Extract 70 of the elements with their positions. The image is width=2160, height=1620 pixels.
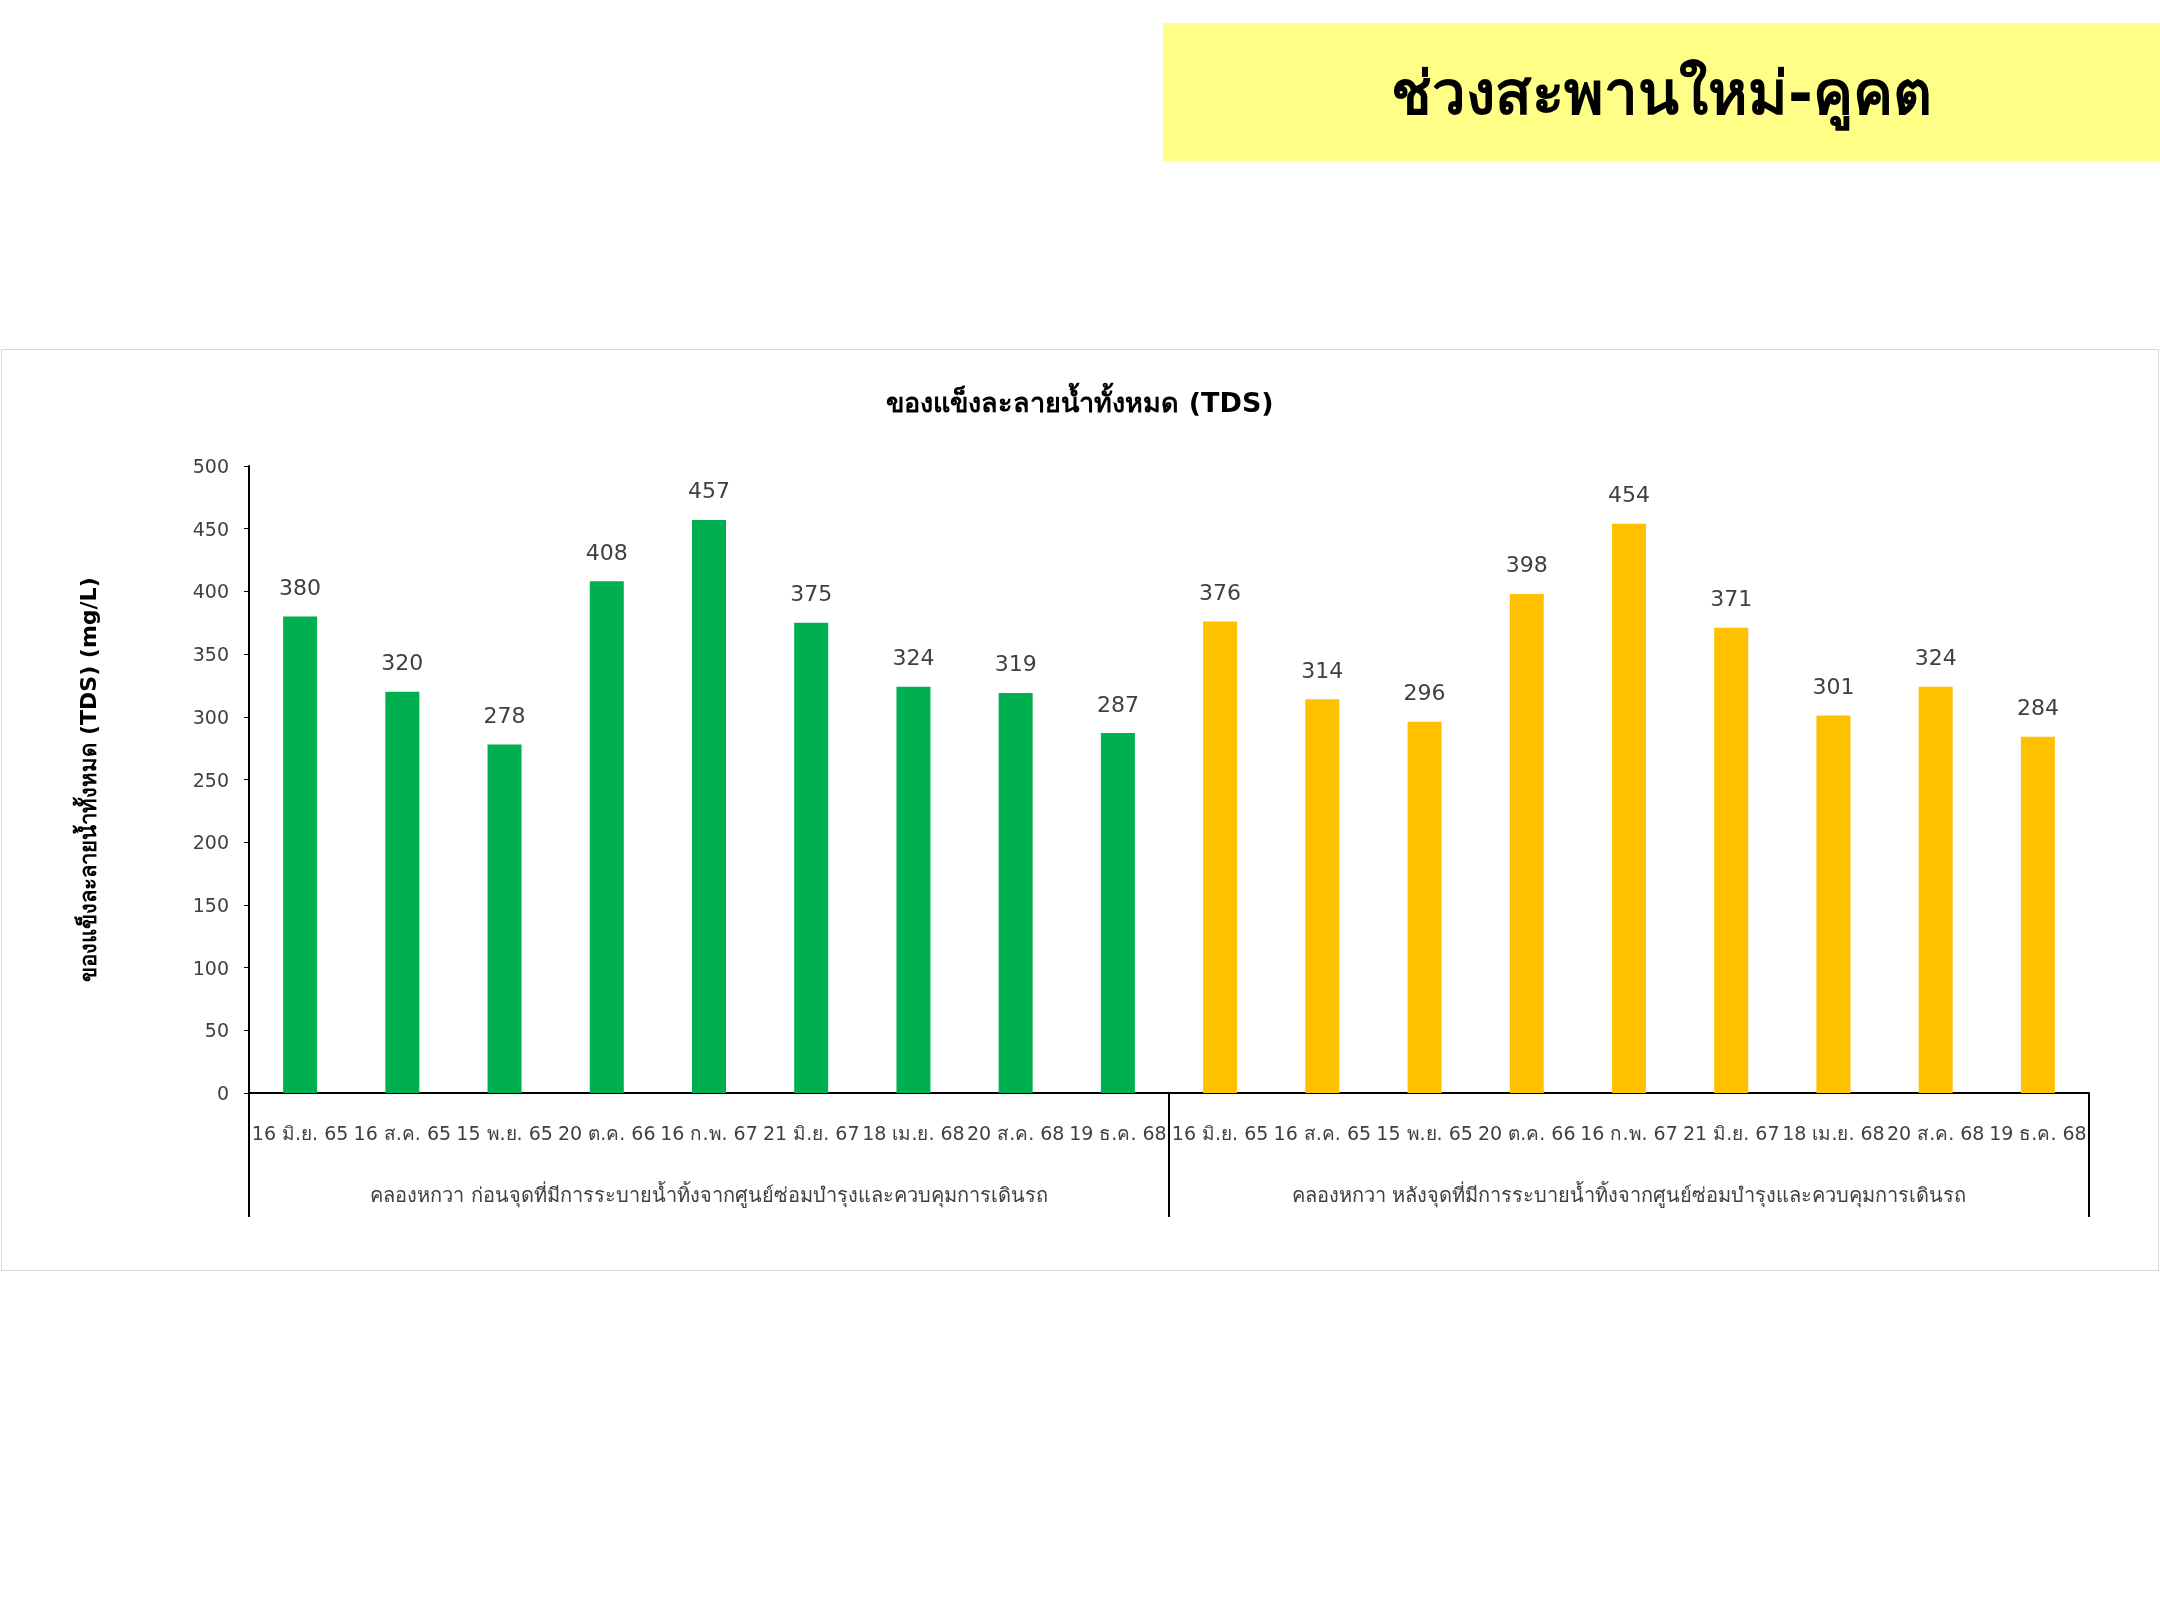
y-tick-label: 100 <box>192 956 229 979</box>
text: คลองหกวา หลังจุดที่มีการระบายน้ำทิ้งจากศูนย์ซ่อมบำรุงและควบคุมการเดินรถ <box>1291 1181 1967 1208</box>
y-tick-label: 350 <box>192 643 229 666</box>
chart-subtitle: ของแข็งละลายน้ำทั้งหมด (TDS) <box>886 382 1274 418</box>
y-tick-label: 450 <box>192 517 229 540</box>
chart-title: ช่วงสะพานใหม่-คูคต <box>1163 23 2160 161</box>
bar <box>794 622 829 1093</box>
y-tick-label: 400 <box>192 580 229 603</box>
x-tick-label: 15 พ.ย. 65 <box>456 1121 553 1144</box>
y-tick-label: 0 <box>216 1082 229 1104</box>
data-label: 454 <box>1608 482 1650 508</box>
bar <box>1100 733 1135 1093</box>
bar <box>896 686 931 1093</box>
bar <box>692 519 726 1093</box>
bar <box>385 691 420 1093</box>
data-label: 398 <box>1505 552 1548 578</box>
x-tick-label: 16 ก.พ. 67 <box>1580 1121 1678 1144</box>
bar <box>1918 686 1953 1093</box>
bar <box>1816 715 1851 1093</box>
data-label: 380 <box>279 574 322 600</box>
text: คลองหกวา ก่อนจุดที่มีการระบายน้ำทิ้งจากศูนย์ซ่อมบำรุงและควบคุมการเดินรถ <box>370 1181 1048 1208</box>
bar <box>1203 621 1238 1093</box>
y-tick-label: 500 <box>192 455 229 477</box>
data-label: 301 <box>1812 674 1855 700</box>
x-tick-label: 19 ธ.ค. 68 <box>1069 1121 1167 1144</box>
x-tick-label: 20 ส.ค. 68 <box>1886 1121 1985 1144</box>
bar <box>1714 627 1749 1093</box>
data-label: 371 <box>1710 586 1753 612</box>
x-tick-label: 20 ส.ค. 68 <box>966 1121 1065 1144</box>
bar <box>998 692 1033 1093</box>
data-label: 324 <box>1914 645 1957 671</box>
data-label: 320 <box>381 650 424 676</box>
x-tick-label: 18 เม.ย. 68 <box>1782 1121 1885 1144</box>
x-tick-label: 20 ต.ค. 66 <box>1478 1121 1576 1144</box>
y-axis-title: ของแข็งละลายน้ำทั้งหมด (TDS) (mg/L) <box>71 577 101 982</box>
bar <box>1612 523 1646 1093</box>
x-tick-label: 16 ก.พ. 67 <box>660 1121 758 1144</box>
bar <box>1407 721 1442 1093</box>
x-tick-label: 21 มิ.ย. 67 <box>1682 1121 1780 1144</box>
bar <box>1305 699 1340 1093</box>
x-tick-label: 19 ธ.ค. 68 <box>1989 1121 2087 1144</box>
data-label: 408 <box>585 539 628 565</box>
y-tick-label: 300 <box>192 705 229 728</box>
data-label: 284 <box>2016 695 2059 721</box>
x-tick-label: 16 มิ.ย. 65 <box>251 1121 349 1144</box>
data-label: 375 <box>790 581 833 607</box>
x-tick-label: 21 มิ.ย. 67 <box>762 1121 860 1144</box>
data-label: 319 <box>994 651 1037 677</box>
bar <box>1509 593 1544 1093</box>
y-tick-label: 250 <box>192 768 229 791</box>
data-label: 278 <box>483 702 526 728</box>
data-label: 287 <box>1096 691 1139 717</box>
bar <box>2020 736 2055 1093</box>
x-tick-label: 16 ส.ค. 65 <box>353 1121 452 1144</box>
bar <box>589 581 624 1093</box>
x-tick-label: 20 ต.ค. 66 <box>558 1121 656 1144</box>
y-tick-label: 200 <box>192 831 229 854</box>
x-tick-label: 18 เม.ย. 68 <box>862 1121 965 1144</box>
data-label: 457 <box>688 478 730 504</box>
data-label: 324 <box>892 645 935 671</box>
bar <box>283 616 318 1093</box>
bar <box>487 744 522 1093</box>
y-tick-label: 150 <box>192 893 229 916</box>
data-label: 296 <box>1403 680 1446 706</box>
x-tick-label: 15 พ.ย. 65 <box>1376 1121 1473 1144</box>
y-tick-label: 50 <box>204 1019 229 1042</box>
x-tick-label: 16 ส.ค. 65 <box>1273 1121 1372 1144</box>
x-tick-label: 16 มิ.ย. 65 <box>1171 1121 1269 1144</box>
data-label: 376 <box>1199 580 1242 605</box>
data-label: 314 <box>1301 657 1344 683</box>
